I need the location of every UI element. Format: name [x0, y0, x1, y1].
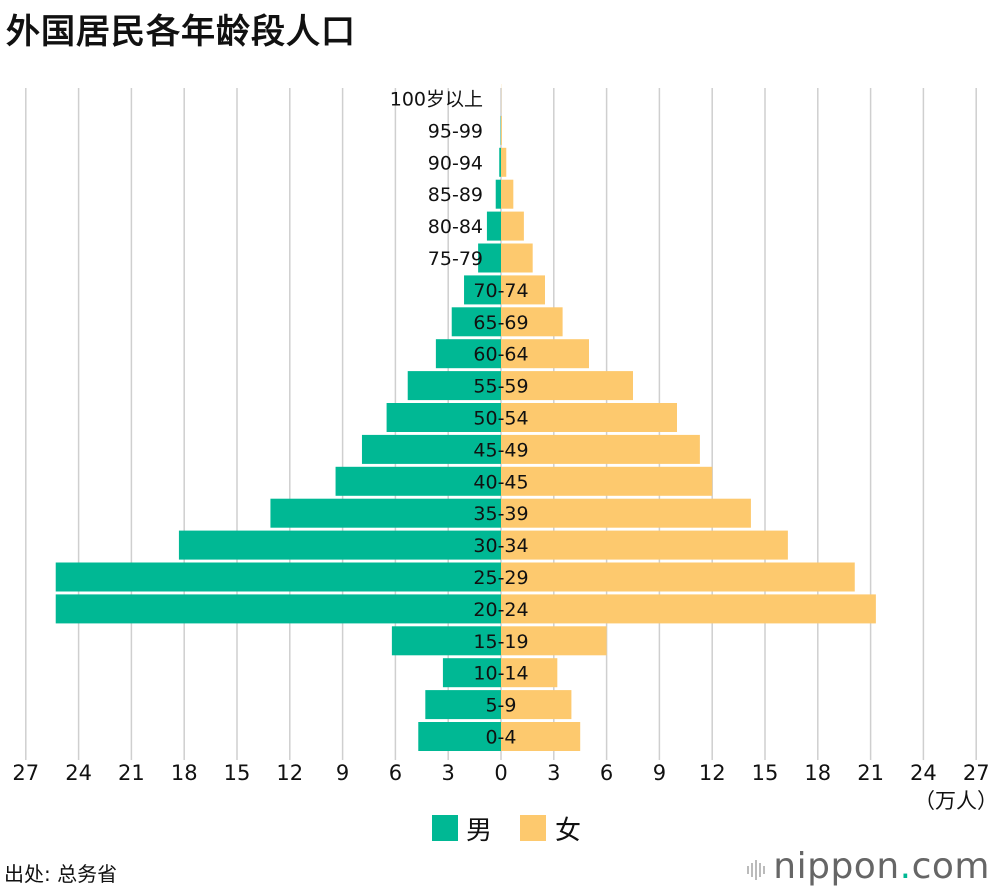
bar-female-90-94 [501, 147, 507, 177]
age-label: 35-39 [473, 503, 528, 525]
age-labels: 0-4 5-9 10-14 15-19 20-24 25-29 30-34 35-39 40-4… [390, 89, 529, 749]
age-label: 20-24 [473, 599, 528, 621]
bar-male-50-54 [386, 403, 501, 432]
bar-female-40-45 [501, 466, 713, 496]
age-label: 100岁以上 [390, 89, 483, 111]
bar-male-45-49 [361, 434, 501, 464]
age-label: 90-94 [428, 152, 483, 174]
bar-male-60-64 [435, 339, 501, 369]
age-label: 80-84 [428, 216, 483, 238]
unit-label: （万人） [914, 789, 998, 813]
x-tick-label: 6 [389, 761, 402, 785]
bar-male-35-39 [270, 498, 501, 528]
bar-female-75-79 [501, 243, 533, 273]
x-tick-label: 18 [171, 761, 198, 785]
age-label: 60-64 [473, 344, 528, 366]
bar-female-95-99 [501, 115, 502, 145]
bar-female-45-49 [501, 434, 700, 464]
x-tick-label: 21 [857, 761, 884, 785]
age-label: 85-89 [428, 184, 483, 206]
age-label: 95-99 [428, 120, 483, 142]
bar-male-5-9 [425, 690, 501, 720]
age-label: 50-54 [473, 408, 528, 430]
bar-male-30-34 [178, 530, 502, 560]
bar-female-10-14 [501, 658, 558, 688]
bar-male-55-59 [407, 371, 501, 401]
legend-label-male: 男 [466, 816, 492, 846]
legend-swatch-female [520, 815, 546, 841]
x-tick-label: 27 [963, 761, 990, 785]
bar-female-65-69 [501, 307, 563, 337]
legend: 男 女 [432, 815, 581, 846]
bar-female-70-74 [501, 275, 545, 305]
x-tick-label: 9 [336, 761, 349, 785]
legend-label-female: 女 [555, 816, 581, 846]
x-tick-label: 18 [804, 761, 831, 785]
chart-title: 外国居民各年龄段人口 [6, 12, 356, 52]
bar-female-30-34 [501, 530, 788, 560]
bar-male-20-24 [55, 594, 501, 624]
age-label: 65-69 [473, 312, 528, 334]
bar-female-15-19 [501, 626, 607, 656]
x-tick-label: 12 [276, 761, 303, 785]
x-tick-label: 27 [12, 761, 39, 785]
age-label: 15-19 [473, 631, 528, 653]
bar-male-25-29 [55, 562, 501, 592]
x-tick-label: 24 [65, 761, 92, 785]
bar-male-10-14 [442, 658, 501, 688]
bar-female-35-39 [501, 498, 751, 528]
bar-female-20-24 [501, 594, 876, 624]
x-axis-ticks: 27 24 21 18 15 12 9 6 3 0 3 6 9 12 15 18 21 24 27 [12, 761, 989, 785]
x-tick-label: 0 [494, 761, 507, 785]
x-tick-label: 15 [224, 761, 251, 785]
bar-male-70-74 [464, 275, 501, 305]
logo-bars-icon [747, 848, 767, 889]
age-label: 45-49 [473, 439, 528, 461]
bar-female-5-9 [501, 690, 572, 720]
brand-name: nippon [773, 846, 900, 887]
bar-male-85-89 [495, 179, 501, 209]
nippon-logo: nippon.com [747, 846, 990, 889]
age-label: 55-59 [473, 376, 528, 398]
age-label: 25-29 [473, 567, 528, 589]
age-label: 75-79 [428, 248, 483, 270]
bar-male-75-79 [478, 243, 501, 273]
bar-female-85-89 [501, 179, 514, 209]
bar-female-25-29 [501, 562, 855, 592]
x-tick-label: 3 [442, 761, 455, 785]
x-tick-label: 9 [653, 761, 666, 785]
legend-swatch-male [432, 815, 458, 841]
source-note: 出处: 总务省 [4, 862, 118, 886]
age-label: 0-4 [485, 727, 516, 749]
brand-dot: . [899, 846, 912, 887]
bars [55, 84, 876, 751]
x-tick-label: 3 [547, 761, 560, 785]
age-label: 30-34 [473, 535, 528, 557]
brand-suffix: com [911, 846, 990, 887]
bar-male-65-69 [451, 307, 501, 337]
x-tick-label: 6 [600, 761, 613, 785]
bar-male-40-45 [335, 466, 501, 496]
bar-male-90-94 [499, 147, 501, 177]
bar-female-50-54 [501, 403, 677, 432]
bar-male-80-84 [486, 211, 501, 241]
age-label: 70-74 [473, 280, 528, 302]
bar-male-0-4 [418, 722, 501, 751]
bar-female-0-4 [501, 722, 581, 751]
bar-male-15-19 [391, 626, 501, 656]
x-tick-label: 21 [118, 761, 145, 785]
x-tick-label: 12 [699, 761, 726, 785]
bar-female-55-59 [501, 371, 633, 401]
x-tick-label: 24 [910, 761, 937, 785]
x-tick-label: 15 [752, 761, 779, 785]
bar-female-60-64 [501, 339, 589, 369]
bar-female-80-84 [501, 211, 524, 241]
age-label: 40-45 [473, 471, 528, 493]
age-label: 10-14 [473, 663, 528, 685]
age-label: 5-9 [485, 695, 516, 717]
